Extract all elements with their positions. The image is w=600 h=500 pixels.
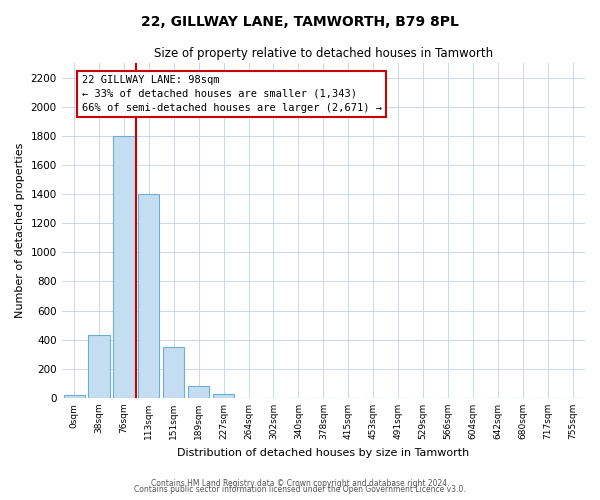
Title: Size of property relative to detached houses in Tamworth: Size of property relative to detached ho… (154, 48, 493, 60)
Bar (188, 386, 209, 398)
Bar (64, 395, 85, 398)
Y-axis label: Number of detached properties: Number of detached properties (15, 143, 25, 318)
X-axis label: Distribution of detached houses by size in Tamworth: Distribution of detached houses by size … (177, 448, 469, 458)
Text: 22 GILLWAY LANE: 98sqm
← 33% of detached houses are smaller (1,343)
66% of semi-: 22 GILLWAY LANE: 98sqm ← 33% of detached… (82, 74, 382, 112)
Text: Contains public sector information licensed under the Open Government Licence v3: Contains public sector information licen… (134, 485, 466, 494)
Bar (138, 194, 160, 398)
Text: 22, GILLWAY LANE, TAMWORTH, B79 8PL: 22, GILLWAY LANE, TAMWORTH, B79 8PL (141, 15, 459, 29)
Bar (163, 347, 184, 398)
Bar (113, 136, 134, 398)
Bar (88, 336, 110, 398)
Text: Contains HM Land Registry data © Crown copyright and database right 2024.: Contains HM Land Registry data © Crown c… (151, 478, 449, 488)
Bar (213, 394, 234, 398)
